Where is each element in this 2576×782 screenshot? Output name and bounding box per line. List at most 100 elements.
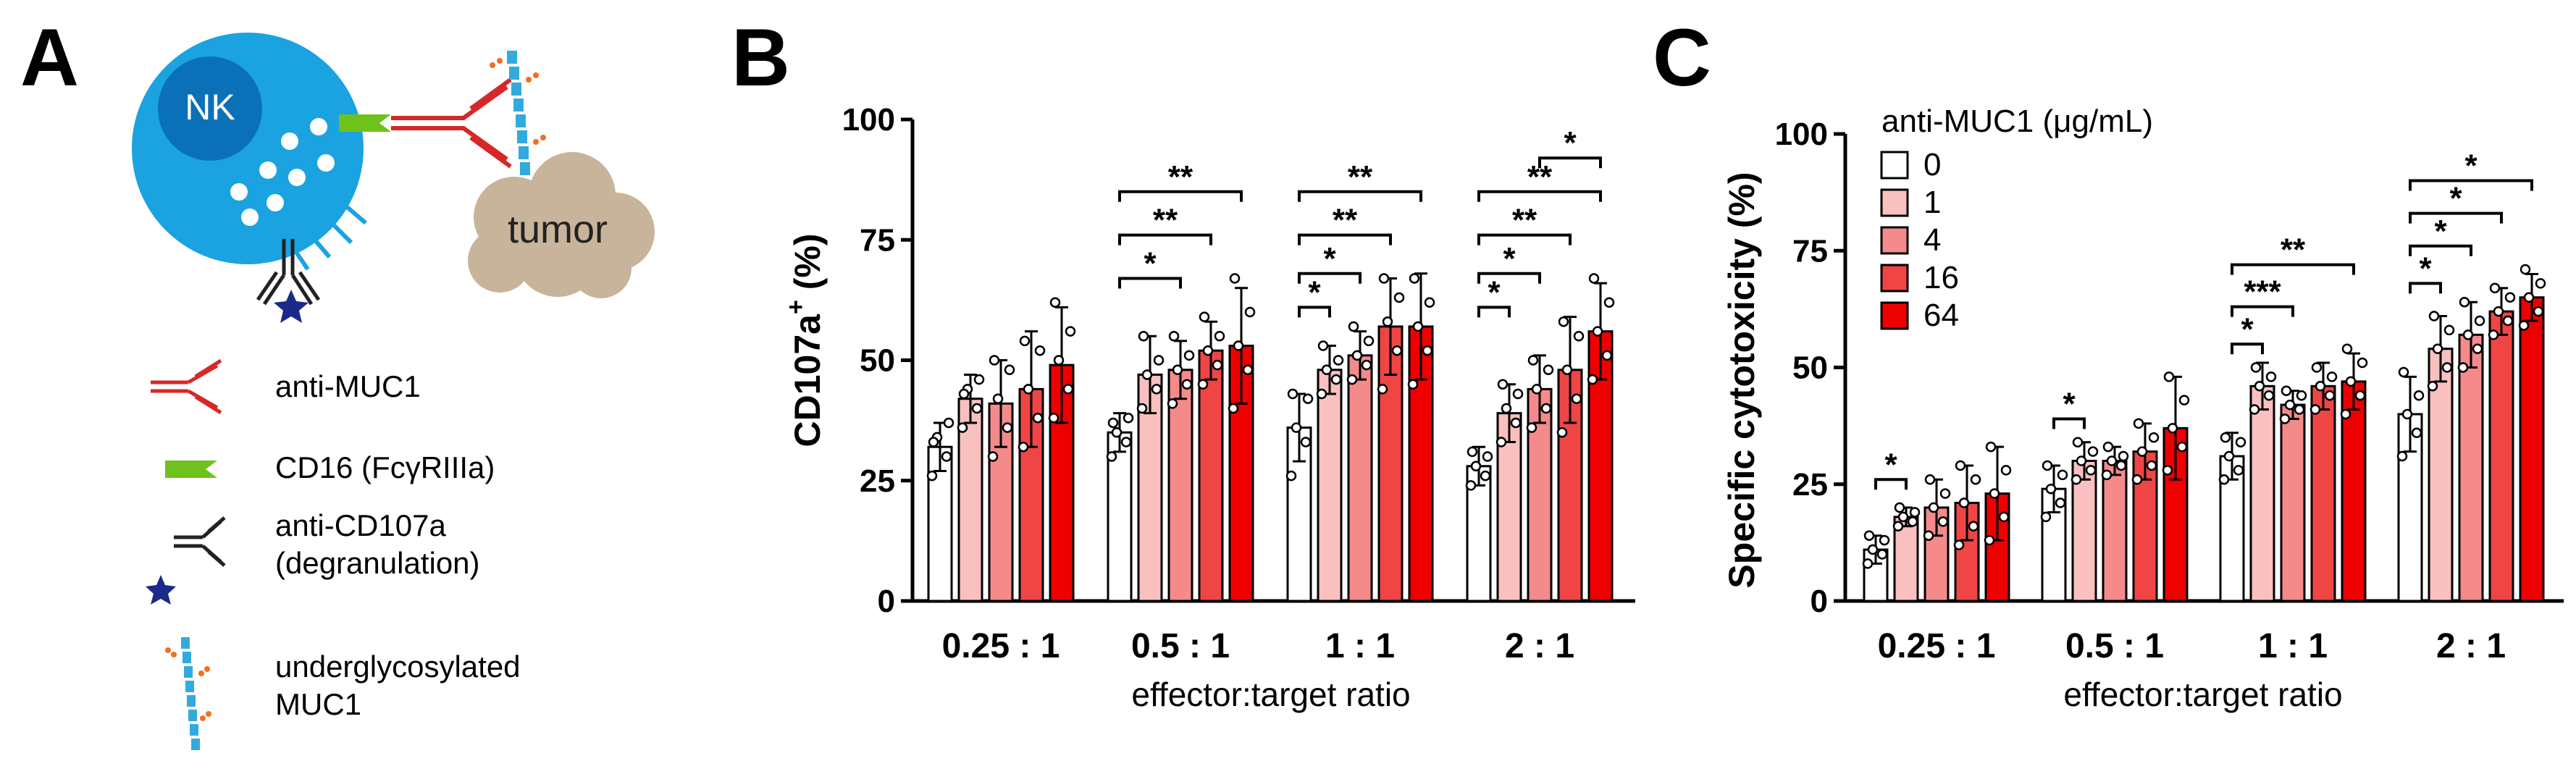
chart-c-data-point [1867,544,1879,555]
chart-c-data-point [2341,343,2353,354]
chart-b-significance-bracket [1298,233,1392,245]
legend-icon-cd16 [165,461,217,478]
chart-c-x-tick-label: 0.5 : 1 [2065,627,2164,665]
chart-c-data-point [2087,446,2099,457]
chart-c-data-point [1894,502,1905,513]
chart-b-data-point [1465,480,1477,491]
chart-b-data-point [1391,345,1403,356]
chart-b-data-point [1526,422,1537,433]
chart-c-data-point [2502,315,2514,327]
chart-b-data-point [1107,417,1119,429]
chart-b-data-point [1377,384,1388,395]
chart-c-data-point [2057,469,2068,481]
chart-b-data-point [1561,364,1573,376]
chart-b-data-point [1558,316,1569,327]
chart-c-data-point [2000,465,2012,476]
chart-c-significance-label: * [2241,311,2254,347]
chart-c-data-point [2309,404,2321,415]
chart-c-data-point [2457,362,2469,373]
chart-c-legend-swatch [1880,226,1909,255]
chart-b-data-point [1333,355,1344,366]
chart-c-legend-swatch [1880,301,1909,330]
chart-c-data-point [2115,460,2127,471]
chart-b-data-point [1053,355,1065,366]
chart-c-data-point [2493,306,2504,317]
chart-c-y-tick-label: 75 [1792,233,1828,269]
chart-c-data-point [2076,455,2087,466]
chart-b-data-point [1233,340,1244,351]
chart-c-data-point [2220,432,2231,443]
chart-b-data-point [1348,321,1359,332]
chart-c-legend-label: 1 [1923,185,1941,220]
chart-c-data-point [1984,534,1995,546]
chart-c-significance-bracket [2409,244,2472,256]
chart-c-bar [2102,460,2128,602]
chart-b-data-point [1482,451,1493,462]
chart-c-bar [2488,310,2514,602]
chart-c-data-point [2106,455,2118,466]
schematic-legend-label: underglycosylated [275,649,521,684]
tumor-cell-icon [468,152,655,298]
nk-cell-icon [132,33,364,264]
chart-b-significance-bracket [1118,190,1243,202]
chart-c-data-point [1968,521,1979,532]
panel-letter-c: C [1653,12,1711,103]
granule-icons [230,118,335,226]
chart-c-data-point [1863,530,1875,541]
chart-c-data-point [2101,469,2113,481]
chart-b-data-point [1287,388,1299,400]
muc1-chain-icon [490,51,546,175]
chart-c-data-point [1897,511,1909,523]
chart-b-data-point [1467,446,1478,458]
chart-c-data-point [2504,292,2516,303]
chart-c-data-point [2523,292,2535,303]
chart-c-data-point [1985,441,1997,453]
chart-b-data-point [1062,384,1074,395]
chart-b-data-point [1199,311,1210,322]
chart-c-data-point [1970,474,1981,485]
chart-b-data-point [1588,273,1600,284]
chart-b-data-point [1242,364,1254,376]
chart-b-data-point [1120,437,1132,447]
chart-c-data-point [2535,278,2546,289]
chart-c-data-point [2354,390,2366,401]
chart-b-data-point [1302,393,1314,404]
chart-c-x-tick-label: 0.25 : 1 [1878,627,1996,665]
chart-b-data-point [1603,297,1615,308]
chart-c-significance-bracket [1874,478,1908,490]
chart-b-data-point [1480,470,1491,482]
chart-b-bar [1317,369,1343,602]
chart-c-data-point [2533,306,2544,317]
chart-b-data-point [1393,292,1405,303]
chart-c-data-point [2042,460,2053,471]
nk-label: NK [185,87,235,127]
chart-b-data-point [1601,350,1613,361]
chart-b-data-point [1351,350,1363,361]
chart-c-data-point [2163,371,2175,382]
chart-c-significance-label: * [2434,214,2447,249]
chart-b-data-point [1141,369,1153,380]
chart-c-data-point [2178,395,2190,405]
chart-b-data-point [1527,355,1539,366]
chart-c-significance-bracket [2409,179,2533,191]
schematic-legend-label: (degranulation) [275,546,480,580]
chart-b-data-point [941,451,952,462]
chart-b-x-axis-label: effector:target ratio [1131,676,1410,713]
chart-b-data-point [1197,379,1209,390]
chart-b-data-point [973,374,985,385]
chart-b-data-point [1181,379,1193,390]
chart-b-data-point [1409,273,1420,284]
chart-c-data-point [2443,324,2455,336]
chart-b-significance-bracket [1477,233,1572,245]
chart-b-data-point [926,470,938,482]
schematic-legend-label: MUC1 [275,687,361,721]
chart-c-data-point [2520,264,2531,275]
chart-b-data-point [971,403,983,414]
chart-b-bar [927,445,953,602]
chart-c-data-point [1909,507,1921,518]
chart-c-data-point [1953,539,1965,550]
chart-b-significance-bracket [1538,156,1602,169]
chart-c-significance-label: * [2419,251,2432,286]
